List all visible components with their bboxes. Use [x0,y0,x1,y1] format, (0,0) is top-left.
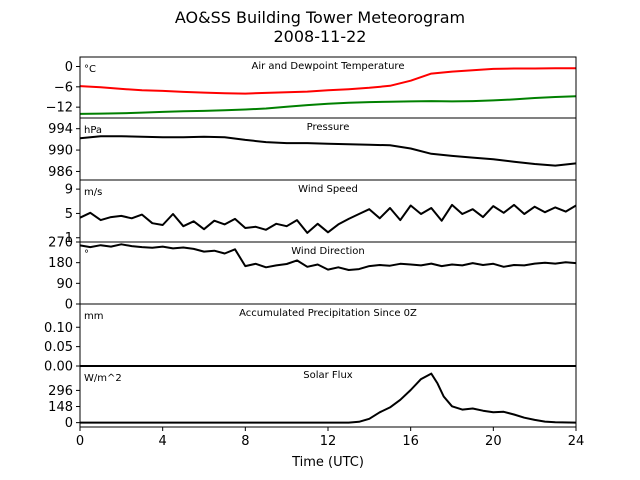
series-line-solar_flux-0 [80,372,577,424]
series-line-wind_direction-0 [79,243,577,271]
series-line-temperature-0 [79,67,576,95]
series-line-wind_speed-0 [79,203,577,234]
figure-title: AO&SS Building Tower Meteorogram [174,8,466,27]
xtick-label-5: 20 [485,434,502,449]
xtick-label-1: 4 [159,434,167,449]
ytick-label-wind_direction-0: 270 [48,236,73,251]
ytick-label-solar_flux-1: 148 [48,400,73,415]
xtick-label-6: 24 [568,434,585,449]
xtick-label-2: 8 [241,434,249,449]
ytick-label-precipitation-1: 0.05 [44,340,73,355]
ytick-label-temperature-2: −12 [46,101,73,116]
panel-unit-temperature: °C [84,64,96,75]
series-line-temperature-1 [79,95,577,115]
x-axis-label: Time (UTC) [291,455,364,470]
ytick-label-wind_speed-0: 9 [65,183,73,198]
panel-title-pressure: Pressure [307,122,350,133]
panel-unit-precipitation: mm [84,311,103,322]
ytick-label-solar_flux-0: 296 [48,384,73,399]
panel-title-wind_direction: Wind Direction [291,246,365,257]
panel-title-precipitation: Accumulated Precipitation Since 0Z [239,308,417,319]
panel-title-solar_flux: Solar Flux [303,370,353,381]
ytick-label-temperature-0: 0 [65,60,73,75]
panel-unit-pressure: hPa [84,125,102,136]
xtick-label-3: 12 [320,434,337,449]
ytick-label-wind_direction-2: 90 [56,277,73,292]
ytick-label-wind_speed-1: 5 [65,207,73,222]
panel-unit-wind_speed: m/s [84,187,102,198]
ytick-label-wind_speed-2: 1 [65,231,73,246]
ytick-label-precipitation-2: 0.00 [44,360,73,375]
ytick-label-solar_flux-2: 0 [65,416,73,431]
panel-unit-wind_direction: ° [84,249,89,260]
figure-subtitle: 2008-11-22 [273,27,367,46]
panel-unit-solar_flux: W/m^2 [84,373,122,384]
xtick-label-0: 0 [76,434,84,449]
ytick-label-precipitation-0: 0.10 [44,321,73,336]
ytick-label-wind_direction-3: 0 [65,298,73,313]
ytick-label-wind_direction-1: 180 [48,256,73,271]
ytick-label-pressure-1: 990 [48,144,73,159]
panel-title-temperature: Air and Dewpoint Temperature [252,61,405,72]
ytick-label-temperature-1: −6 [54,80,73,95]
ytick-label-pressure-0: 994 [48,122,73,137]
ytick-label-pressure-2: 986 [48,165,73,180]
series-line-pressure-0 [79,135,577,167]
xtick-label-4: 16 [402,434,419,449]
panel-title-wind_speed: Wind Speed [298,184,358,195]
